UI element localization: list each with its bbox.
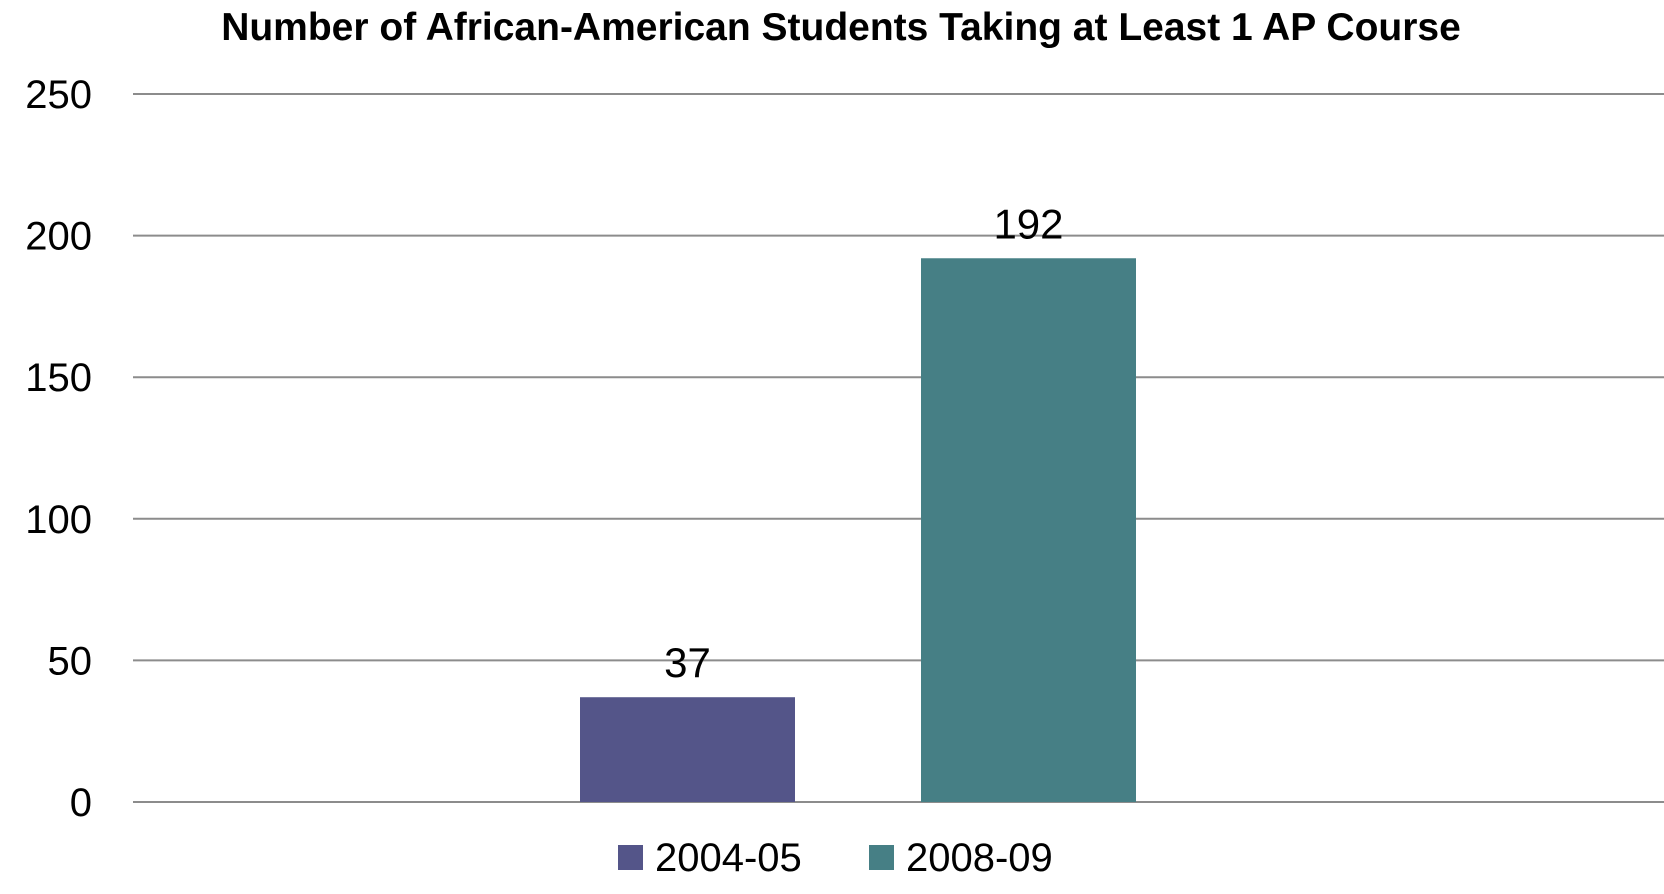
y-tick-label: 50 (48, 639, 93, 683)
legend: 2004-05 2008-09 (618, 836, 1053, 880)
bar-2 (921, 258, 1136, 803)
legend-label: 2004-05 (655, 836, 802, 880)
bars (580, 258, 1136, 803)
y-tick-label: 100 (25, 498, 92, 542)
y-tick-label: 250 (25, 73, 92, 117)
legend-label: 2008-09 (906, 836, 1053, 880)
y-tick-label: 0 (70, 781, 92, 825)
gridlines (133, 93, 1664, 803)
y-tick-label: 200 (25, 215, 92, 259)
legend-swatch (618, 845, 643, 870)
chart-title: Number of African-American Students Taki… (221, 6, 1461, 49)
bar-1 (580, 697, 795, 802)
data-label: 192 (993, 200, 1063, 247)
data-labels: 37 192 (664, 200, 1063, 686)
data-label: 37 (664, 639, 711, 686)
legend-swatch (869, 845, 894, 870)
y-tick-label: 150 (25, 356, 92, 400)
y-axis-ticks: 0 50 100 150 200 250 (25, 73, 92, 825)
